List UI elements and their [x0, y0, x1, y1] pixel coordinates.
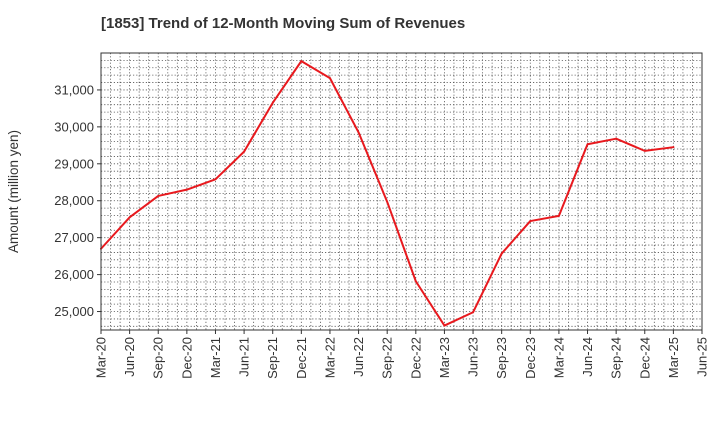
y-tick-label: 28,000 — [54, 193, 94, 208]
x-tick-label: Dec-22 — [408, 337, 423, 379]
data-point — [329, 77, 331, 80]
data-point — [271, 101, 274, 104]
y-tick-label: 27,000 — [54, 230, 94, 245]
x-tick-label: Jun-23 — [466, 337, 481, 377]
chart-title: [1853] Trend of 12-Month Moving Sum of R… — [101, 15, 466, 32]
x-tick-label: Jun-22 — [351, 337, 366, 377]
x-tick-label: Jun-20 — [122, 337, 137, 377]
x-tick-label: Sep-20 — [151, 337, 166, 379]
x-tick-label: Mar-23 — [437, 337, 452, 378]
data-point — [500, 252, 503, 255]
x-tick-label: Sep-24 — [609, 337, 624, 379]
data-point — [243, 150, 245, 153]
grid-lines — [101, 53, 702, 330]
x-tick-label: Mar-21 — [208, 337, 223, 378]
y-tick-label: 30,000 — [54, 119, 94, 134]
data-point — [386, 200, 389, 203]
x-tick-label: Jun-25 — [695, 337, 710, 377]
data-point — [157, 195, 160, 197]
x-tick-label: Jun-21 — [237, 337, 252, 377]
data-point — [300, 60, 303, 63]
data-point — [529, 220, 532, 222]
y-axis-label: Amount (million yen) — [6, 130, 21, 253]
x-tick-label: Mar-22 — [322, 337, 337, 378]
x-tick-label: Dec-20 — [179, 337, 194, 379]
x-tick-label: Sep-21 — [265, 337, 280, 379]
data-point — [414, 280, 417, 283]
x-tick-label: Dec-23 — [523, 337, 538, 379]
axis-tick-labels: 25,000 26,000 27,000 28,000 29,000 30,000 31,0… — [54, 82, 709, 378]
y-tick-label: 31,000 — [54, 82, 94, 97]
y-tick-label: 26,000 — [54, 267, 94, 282]
series-layer — [100, 60, 675, 327]
x-tick-label: Mar-24 — [551, 337, 566, 378]
data-point — [185, 188, 188, 191]
data-point — [443, 324, 446, 327]
data-point — [672, 146, 675, 149]
x-tick-label: Sep-23 — [494, 337, 509, 379]
x-tick-label: Mar-20 — [94, 337, 109, 378]
x-tick-label: Sep-22 — [380, 337, 395, 379]
plot-frame — [100, 52, 703, 331]
data-point — [643, 149, 646, 152]
data-point — [357, 131, 360, 134]
x-tick-label: Jun-24 — [580, 337, 595, 377]
data-point — [472, 311, 474, 314]
data-point — [558, 214, 560, 217]
y-tick-label: 25,000 — [54, 304, 94, 319]
data-point — [128, 216, 131, 219]
data-point — [586, 143, 589, 146]
data-point — [214, 178, 217, 181]
y-tick-label: 29,000 — [54, 156, 94, 171]
data-point — [615, 137, 618, 140]
x-tick-label: Dec-21 — [294, 337, 309, 379]
x-tick-label: Mar-25 — [666, 337, 681, 378]
x-tick-label: Dec-24 — [637, 337, 652, 379]
